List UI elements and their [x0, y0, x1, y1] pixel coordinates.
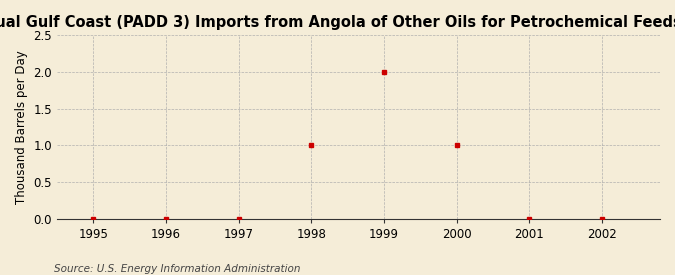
Text: Source: U.S. Energy Information Administration: Source: U.S. Energy Information Administ… — [54, 264, 300, 274]
Y-axis label: Thousand Barrels per Day: Thousand Barrels per Day — [15, 50, 28, 204]
Title: Annual Gulf Coast (PADD 3) Imports from Angola of Other Oils for Petrochemical F: Annual Gulf Coast (PADD 3) Imports from … — [0, 15, 675, 30]
